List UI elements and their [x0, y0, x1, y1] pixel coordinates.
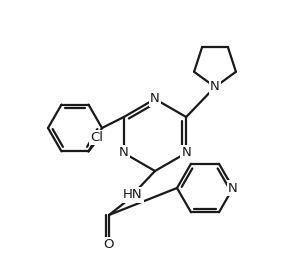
Text: O: O	[104, 238, 114, 252]
Text: HN: HN	[123, 189, 143, 201]
Text: N: N	[150, 93, 160, 106]
Text: Cl: Cl	[90, 131, 103, 144]
Text: N: N	[210, 80, 220, 93]
Text: N: N	[228, 181, 238, 195]
Text: N: N	[119, 147, 129, 159]
Text: N: N	[181, 147, 191, 159]
